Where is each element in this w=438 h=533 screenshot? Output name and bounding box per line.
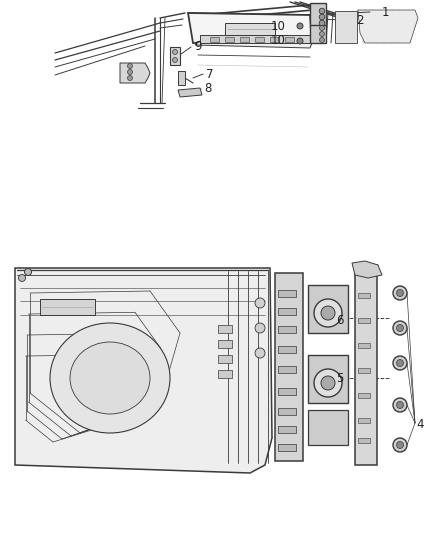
Circle shape — [319, 8, 325, 14]
Circle shape — [393, 356, 407, 370]
Circle shape — [319, 20, 325, 26]
Bar — [358, 343, 370, 348]
Polygon shape — [358, 10, 418, 43]
Bar — [310, 25, 326, 43]
Circle shape — [18, 274, 25, 281]
Circle shape — [297, 38, 303, 44]
Circle shape — [321, 306, 335, 320]
Bar — [285, 37, 294, 42]
Circle shape — [173, 58, 177, 62]
Bar — [278, 326, 296, 333]
Ellipse shape — [50, 323, 170, 433]
Text: 7: 7 — [206, 68, 214, 80]
Bar — [210, 37, 219, 42]
Text: 6: 6 — [336, 314, 344, 327]
Polygon shape — [120, 63, 150, 83]
Circle shape — [255, 323, 265, 333]
Circle shape — [396, 325, 403, 332]
Bar — [278, 426, 296, 433]
Bar — [218, 340, 232, 348]
Circle shape — [314, 369, 342, 397]
Bar — [358, 368, 370, 373]
Circle shape — [255, 348, 265, 358]
Bar — [240, 37, 249, 42]
Circle shape — [393, 286, 407, 300]
Circle shape — [319, 26, 325, 30]
Bar — [358, 438, 370, 443]
Bar — [278, 290, 296, 297]
Circle shape — [396, 401, 403, 408]
Text: 2: 2 — [356, 13, 364, 27]
Text: 10: 10 — [271, 20, 286, 34]
Bar — [308, 410, 348, 445]
Circle shape — [173, 50, 177, 54]
Circle shape — [127, 76, 133, 80]
Text: 8: 8 — [204, 83, 212, 95]
Bar — [310, 3, 326, 27]
Circle shape — [319, 14, 325, 20]
Bar — [308, 355, 348, 403]
Circle shape — [127, 63, 133, 69]
Bar — [225, 23, 275, 35]
Bar — [358, 318, 370, 323]
Circle shape — [319, 37, 325, 43]
Text: 10: 10 — [271, 35, 286, 47]
Text: 9: 9 — [194, 41, 202, 53]
Bar — [278, 388, 296, 395]
Bar — [278, 308, 296, 315]
Bar — [40, 299, 95, 315]
Bar — [255, 37, 264, 42]
Bar — [178, 71, 185, 85]
Bar — [278, 444, 296, 451]
Circle shape — [393, 321, 407, 335]
Polygon shape — [15, 268, 272, 473]
Circle shape — [393, 398, 407, 412]
Text: 5: 5 — [336, 372, 344, 384]
Circle shape — [396, 289, 403, 296]
Bar — [218, 370, 232, 378]
Circle shape — [25, 269, 32, 276]
Bar — [278, 408, 296, 415]
Bar — [200, 35, 310, 43]
Ellipse shape — [70, 342, 150, 414]
Circle shape — [297, 23, 303, 29]
Polygon shape — [188, 13, 312, 43]
Circle shape — [393, 438, 407, 452]
Circle shape — [396, 359, 403, 367]
Circle shape — [319, 31, 325, 36]
Polygon shape — [195, 41, 312, 48]
Circle shape — [314, 299, 342, 327]
Bar — [358, 393, 370, 398]
Bar — [218, 355, 232, 363]
Bar — [218, 325, 232, 333]
Bar — [275, 273, 303, 461]
Bar — [225, 37, 234, 42]
Bar — [278, 346, 296, 353]
Text: 1: 1 — [381, 5, 389, 19]
Bar — [278, 366, 296, 373]
Bar — [335, 11, 357, 43]
Bar — [358, 293, 370, 298]
Polygon shape — [352, 261, 382, 278]
Circle shape — [255, 298, 265, 308]
Bar — [308, 285, 348, 333]
Bar — [358, 418, 370, 423]
Circle shape — [396, 441, 403, 448]
Text: 4: 4 — [416, 418, 424, 432]
Polygon shape — [178, 88, 202, 97]
Circle shape — [321, 376, 335, 390]
Bar — [270, 37, 279, 42]
Bar — [355, 265, 377, 465]
Bar — [170, 47, 180, 65]
Circle shape — [127, 69, 133, 75]
